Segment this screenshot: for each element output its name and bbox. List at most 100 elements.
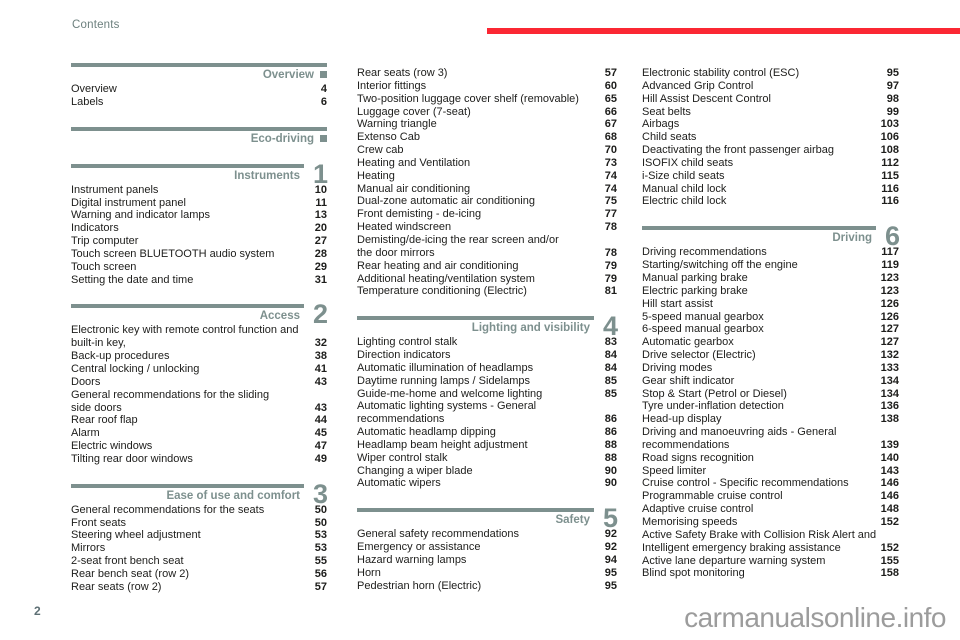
- entry-page-number: 152: [880, 541, 899, 554]
- entry-page-number: 43: [314, 401, 327, 414]
- toc-entry: Extenso Cab 68: [357, 131, 617, 144]
- entry-title: Touch screen BLUETOOTH audio system: [71, 247, 275, 260]
- toc-entry: Mirrors 53: [71, 542, 327, 555]
- toc-entry: Electronic stability control (ESC) 95: [642, 67, 899, 80]
- entry-page-number: 13: [314, 209, 327, 222]
- entry-title: Electric windows: [71, 440, 153, 453]
- section-number: 1: [312, 158, 328, 189]
- toc-entry: Doors 43: [71, 376, 327, 389]
- section-rule: [71, 483, 304, 488]
- entry-title: Automatic lighting systems - General: [357, 400, 537, 413]
- entry-title: Blind spot monitoring: [642, 567, 745, 580]
- toc-entry-list: Electronic key with remote control funct…: [71, 324, 327, 465]
- section-header-ease-of-use-and-comfort: Ease of use and comfort 3: [71, 480, 328, 507]
- entry-title: General recommendations for the seats: [71, 503, 265, 516]
- section-number: 3: [312, 478, 328, 509]
- toc-entry: Advanced Grip Control 97: [642, 80, 899, 93]
- entry-page-number: 79: [604, 272, 617, 285]
- entry-page-number: 4: [320, 83, 327, 95]
- entry-title: Driving modes: [642, 361, 713, 374]
- toc-entry: Warning triangle 67: [357, 118, 617, 131]
- entry-title: Overview: [71, 83, 117, 95]
- entry-page-number: 27: [314, 235, 327, 248]
- section-title: Ease of use and comfort: [166, 489, 300, 502]
- toc-entry: Automatic headlamp dipping 86: [357, 426, 617, 439]
- toc-entry: Hill Assist Descent Control 98: [642, 93, 899, 106]
- entry-page-number: 78: [604, 246, 617, 259]
- section-header-lighting-and-visibility: Lighting and visibility 4: [357, 313, 618, 340]
- section-header-eco-driving: Eco-driving: [71, 126, 327, 146]
- entry-title: Child seats: [642, 131, 697, 144]
- entry-title: the door mirrors: [357, 246, 435, 259]
- toc-entry: Headlamp beam height adjustment 88: [357, 439, 617, 452]
- entry-page-number: 95: [886, 67, 899, 79]
- entry-title: Manual air conditioning: [357, 182, 471, 195]
- entry-page-number: 74: [604, 182, 617, 195]
- entry-title: Indicators: [71, 222, 119, 235]
- entry-title: General recommendations for the sliding: [71, 388, 270, 401]
- entry-title: Active lane departure warning system: [642, 554, 826, 567]
- section-title: Instruments: [234, 169, 300, 182]
- entry-page-number: 117: [881, 246, 899, 259]
- toc-entry: ISOFIX child seats 112: [642, 157, 899, 170]
- toc-entry: Warning and indicator lamps 13: [71, 209, 327, 222]
- toc-entry: Cruise control - Specific recommendation…: [642, 477, 899, 490]
- entry-title: Headlamp beam height adjustment: [357, 438, 528, 451]
- entry-title: Rear seats (row 3): [357, 67, 448, 79]
- entry-title: Seat belts: [642, 105, 691, 118]
- section-square-marker-icon: [320, 71, 327, 78]
- toc-entry: Speed limiter 143: [642, 465, 899, 478]
- entry-page-number: 146: [880, 490, 899, 503]
- toc-entry: Additional heating/ventilation system 79: [357, 273, 617, 286]
- entry-page-number: 47: [314, 440, 327, 453]
- entry-page-number: 119: [881, 259, 899, 272]
- entry-page-number: 127: [880, 323, 899, 336]
- entry-page-number: 148: [880, 503, 899, 516]
- toc-entry: Automatic gearbox 127: [642, 336, 899, 349]
- entry-title: Demisting/de-icing the rear screen and/o…: [357, 233, 559, 246]
- entry-page-number: 132: [880, 349, 899, 362]
- toc-entry: Emergency or assistance 92: [357, 541, 617, 554]
- toc-entry: Hill start assist 126: [642, 298, 899, 311]
- entry-page-number: 50: [314, 503, 327, 516]
- toc-entry: Indicators 20: [71, 222, 327, 235]
- toc-entry: Temperature conditioning (Electric) 81: [357, 285, 617, 298]
- entry-page-number: 86: [604, 413, 617, 426]
- toc-entry: Electric windows 47: [71, 440, 327, 453]
- entry-title: Rear bench seat (row 2): [71, 567, 189, 580]
- entry-title: Automatic gearbox: [642, 336, 734, 349]
- toc-entry: Automatic illumination of headlamps 84: [357, 362, 617, 375]
- toc-entry: side doors 43: [71, 402, 327, 415]
- toc-entry: 6-speed manual gearbox 127: [642, 323, 899, 336]
- section-header-overview: Overview: [71, 63, 327, 82]
- entry-page-number: 57: [314, 580, 327, 593]
- entry-page-number: 108: [880, 144, 899, 157]
- entry-title: Front demisting - de-icing: [357, 208, 482, 221]
- toc-entry: Electronic key with remote control funct…: [71, 324, 327, 337]
- toc-entry: Alarm 45: [71, 427, 327, 440]
- entry-title: Adaptive cruise control: [642, 503, 754, 516]
- entry-title: Deactivating the front passenger airbag: [642, 144, 835, 157]
- entry-page-number: 53: [314, 529, 327, 542]
- entry-page-number: 84: [604, 349, 617, 362]
- page-number: 2: [34, 604, 41, 618]
- toc-entry: recommendations 139: [642, 439, 899, 452]
- entry-title: Direction indicators: [357, 349, 451, 362]
- entry-title: Emergency or assistance: [357, 541, 481, 554]
- entry-title: Tilting rear door windows: [71, 452, 193, 465]
- toc-entry: Rear seats (row 3) 57: [357, 67, 617, 80]
- toc-entry: Tilting rear door windows 49: [71, 453, 327, 466]
- toc-entry: Crew cab 70: [357, 144, 617, 157]
- entry-page-number: 94: [604, 554, 617, 566]
- toc-entry: Driving modes 133: [642, 362, 899, 375]
- entry-page-number: 86: [604, 426, 617, 439]
- toc-entry: Central locking / unlocking 41: [71, 363, 327, 376]
- toc-entry: Changing a wiper blade 90: [357, 465, 617, 478]
- toc-entry: i-Size child seats 115: [642, 170, 899, 183]
- toc-entry-list: Instrument panels 10 Digital instrument pa…: [71, 184, 327, 287]
- toc-entry: 2-seat front bench seat 55: [71, 555, 327, 568]
- toc-entry: General safety recommendations 92: [357, 528, 617, 541]
- entry-page-number: 134: [880, 387, 899, 400]
- toc-column-2: Rear seats (row 3) 57 Interior fittings 60 T…: [357, 0, 618, 593]
